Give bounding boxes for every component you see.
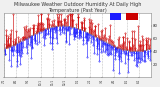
FancyBboxPatch shape xyxy=(126,13,138,19)
FancyBboxPatch shape xyxy=(110,13,121,19)
Title: Milwaukee Weather Outdoor Humidity At Daily High Temperature (Past Year): Milwaukee Weather Outdoor Humidity At Da… xyxy=(14,2,141,13)
